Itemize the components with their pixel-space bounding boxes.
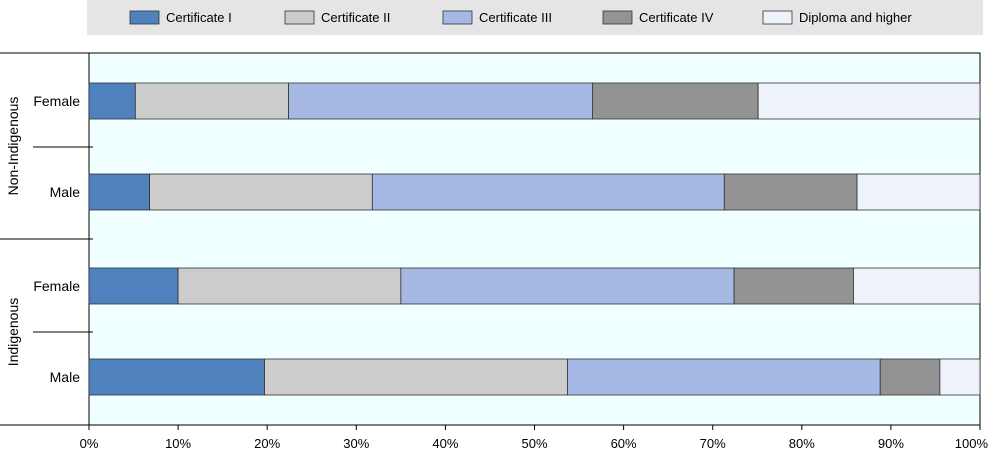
bar-non-indigenous-male-certificate-iii bbox=[371, 173, 725, 211]
legend-item-certificate-ii: Certificate II bbox=[284, 10, 390, 25]
bar-indigenous-male-certificate-iv bbox=[879, 358, 941, 396]
y-label-indigenous-male: Male bbox=[50, 369, 81, 385]
x-tick-label-0: 0% bbox=[80, 436, 99, 451]
legend-swatch-certificate-i bbox=[129, 10, 160, 25]
legend-label-certificate-ii: Certificate II bbox=[321, 10, 390, 25]
legend-label-certificate-i: Certificate I bbox=[166, 10, 232, 25]
legend-swatch-certificate-iv bbox=[602, 10, 633, 25]
bar-non-indigenous-female-certificate-ii bbox=[134, 82, 289, 120]
legend-background bbox=[87, 0, 983, 35]
x-tick-label-5: 50% bbox=[521, 436, 547, 451]
legend: Certificate I Certificate II Certificate I… bbox=[87, 0, 983, 35]
bar-non-indigenous-male-certificate-iv bbox=[723, 173, 858, 211]
bar-indigenous-female-certificate-i bbox=[88, 267, 179, 305]
legend-swatch-certificate-ii bbox=[284, 10, 315, 25]
x-tick-label-1: 10% bbox=[165, 436, 191, 451]
legend-item-certificate-iv: Certificate IV bbox=[602, 10, 714, 25]
x-tick-label-3: 30% bbox=[343, 436, 369, 451]
y-label-indigenous-female: Female bbox=[33, 278, 80, 294]
legend-swatch-certificate-iii bbox=[442, 10, 473, 25]
bar-indigenous-female-diploma-and-higher bbox=[853, 267, 981, 305]
x-tick-label-4: 40% bbox=[432, 436, 458, 451]
group-label-non-indigenous: Non-Indigenous bbox=[5, 97, 21, 196]
y-axis-labels: Female Male Female Male Non-Indigenous Indige… bbox=[0, 52, 93, 426]
bar-non-indigenous-female-certificate-iii bbox=[288, 82, 593, 120]
x-tick-label-10: 100% bbox=[955, 436, 989, 451]
legend-swatch-diploma-and-higher bbox=[762, 10, 793, 25]
bar-indigenous-male-certificate-iii bbox=[567, 358, 881, 396]
y-label-non-indigenous-male: Male bbox=[50, 184, 81, 200]
legend-item-certificate-iii: Certificate III bbox=[442, 10, 552, 25]
group-label-indigenous: Indigenous bbox=[5, 298, 21, 367]
bars bbox=[88, 82, 981, 396]
bar-indigenous-female-certificate-iv bbox=[733, 267, 854, 305]
legend-label-certificate-iii: Certificate III bbox=[479, 10, 552, 25]
x-tick-label-7: 70% bbox=[700, 436, 726, 451]
x-tick-label-2: 20% bbox=[254, 436, 280, 451]
bar-indigenous-male-certificate-ii bbox=[264, 358, 568, 396]
bar-non-indigenous-female-diploma-and-higher bbox=[757, 82, 981, 120]
bar-indigenous-female-certificate-ii bbox=[177, 267, 402, 305]
bar-non-indigenous-male-certificate-ii bbox=[149, 173, 373, 211]
x-tick-label-9: 90% bbox=[878, 436, 904, 451]
bar-indigenous-male-certificate-i bbox=[88, 358, 265, 396]
x-tick-label-6: 60% bbox=[611, 436, 637, 451]
legend-label-diploma-and-higher: Diploma and higher bbox=[799, 10, 912, 25]
x-tick-label-8: 80% bbox=[789, 436, 815, 451]
bar-non-indigenous-male-certificate-i bbox=[88, 173, 150, 211]
bar-indigenous-male-diploma-and-higher bbox=[939, 358, 981, 396]
x-axis: 0% 10% 20% 30% 40% 50% 60% 70% 80% 90% 100% bbox=[80, 424, 989, 451]
bar-indigenous-female-certificate-iii bbox=[400, 267, 735, 305]
bar-non-indigenous-female-certificate-iv bbox=[592, 82, 759, 120]
legend-item-certificate-i: Certificate I bbox=[129, 10, 232, 25]
legend-item-diploma-and-higher: Diploma and higher bbox=[762, 10, 912, 25]
y-label-non-indigenous-female: Female bbox=[33, 93, 80, 109]
legend-label-certificate-iv: Certificate IV bbox=[639, 10, 714, 25]
bar-non-indigenous-male-diploma-and-higher bbox=[856, 173, 981, 211]
bar-non-indigenous-female-certificate-i bbox=[88, 82, 136, 120]
